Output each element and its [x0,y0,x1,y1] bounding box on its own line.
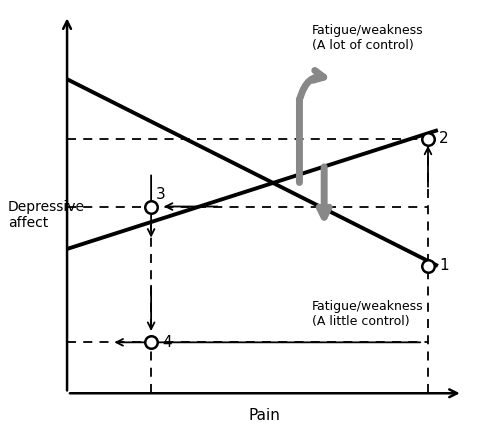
Text: 2: 2 [439,131,448,146]
Text: 1: 1 [439,258,448,273]
Text: Pain: Pain [249,408,281,423]
Text: Fatigue/weakness
(A lot of control): Fatigue/weakness (A lot of control) [312,24,424,52]
Text: 3: 3 [156,187,166,202]
Text: Fatigue/weakness
(A little control): Fatigue/weakness (A little control) [312,300,424,328]
Text: 4: 4 [162,335,172,350]
Text: Depressive
affect: Depressive affect [8,200,85,230]
